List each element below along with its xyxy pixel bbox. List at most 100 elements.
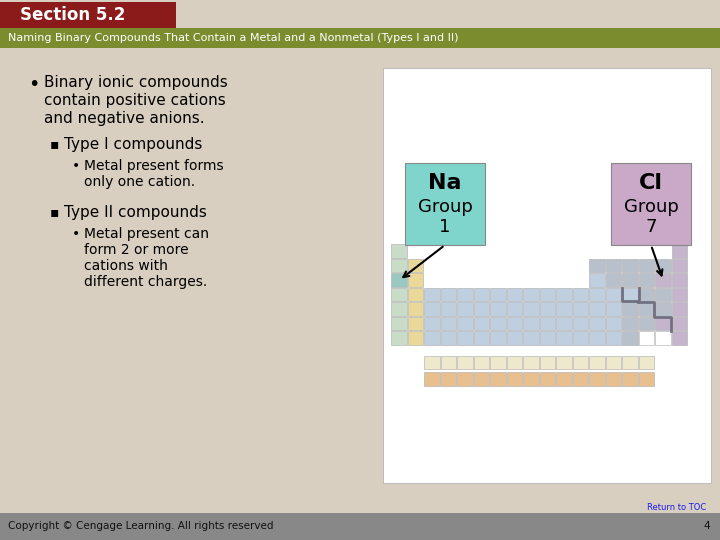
Bar [572, 287, 588, 301]
Bar [474, 355, 489, 369]
Bar [655, 287, 670, 301]
Bar [539, 372, 555, 386]
Text: Metal present can: Metal present can [84, 227, 209, 241]
Bar [506, 287, 522, 301]
Text: Binary ionic compounds: Binary ionic compounds [44, 75, 228, 90]
Bar [490, 287, 505, 301]
Bar [639, 273, 654, 287]
Bar [457, 287, 472, 301]
Bar [556, 302, 572, 315]
Bar [622, 372, 637, 386]
Bar [606, 316, 621, 330]
Bar [639, 331, 654, 345]
Bar [655, 331, 670, 345]
Bar [572, 355, 588, 369]
Bar [408, 259, 423, 272]
Bar [622, 259, 637, 272]
Bar [606, 331, 621, 345]
Bar [556, 331, 572, 345]
Text: 1: 1 [439, 218, 451, 236]
Bar [672, 273, 687, 287]
Bar [424, 316, 439, 330]
Bar [589, 273, 605, 287]
Bar [539, 355, 555, 369]
Text: •: • [72, 159, 80, 173]
Bar [391, 273, 407, 287]
Bar [408, 316, 423, 330]
Bar [490, 372, 505, 386]
Bar [589, 302, 605, 315]
Bar [457, 372, 472, 386]
Text: and negative anions.: and negative anions. [44, 111, 204, 126]
Text: Type II compounds: Type II compounds [64, 205, 207, 220]
Bar [441, 355, 456, 369]
Bar [490, 331, 505, 345]
Bar [383, 68, 711, 483]
Text: •: • [28, 75, 40, 94]
Bar [408, 273, 423, 287]
Bar [391, 316, 407, 330]
Bar [523, 331, 539, 345]
Bar [441, 287, 456, 301]
Bar [424, 355, 439, 369]
Bar [391, 302, 407, 315]
Bar [408, 287, 423, 301]
Bar [639, 372, 654, 386]
Bar [523, 316, 539, 330]
Bar [589, 287, 605, 301]
Bar [424, 287, 439, 301]
Bar [672, 302, 687, 315]
Text: different charges.: different charges. [84, 275, 207, 289]
Text: Type I compounds: Type I compounds [64, 137, 202, 152]
Bar [506, 372, 522, 386]
Bar [408, 302, 423, 315]
Bar [490, 316, 505, 330]
Text: •: • [72, 227, 80, 241]
Bar [672, 259, 687, 272]
Bar [639, 355, 654, 369]
Text: form 2 or more: form 2 or more [84, 243, 189, 257]
Bar [606, 259, 621, 272]
Text: Return to TOC: Return to TOC [647, 503, 706, 512]
Bar [639, 302, 654, 315]
Text: 4: 4 [703, 521, 710, 531]
Bar [0, 2, 16, 28]
Bar [523, 287, 539, 301]
Bar [539, 331, 555, 345]
Bar [622, 331, 637, 345]
Bar [672, 331, 687, 345]
Bar [606, 273, 621, 287]
Bar [622, 273, 637, 287]
Bar [523, 372, 539, 386]
Bar [539, 316, 555, 330]
Bar [606, 372, 621, 386]
Bar [655, 302, 670, 315]
Bar [655, 316, 670, 330]
Bar [556, 372, 572, 386]
Bar [405, 163, 485, 245]
Bar [572, 331, 588, 345]
Bar [441, 302, 456, 315]
Bar [16, 2, 176, 28]
Bar [0, 0, 720, 30]
Bar [506, 302, 522, 315]
Text: Na: Na [428, 173, 462, 193]
Bar [474, 331, 489, 345]
Bar [457, 302, 472, 315]
Text: Group: Group [418, 198, 472, 216]
Bar [655, 273, 670, 287]
Bar [441, 316, 456, 330]
Bar [474, 302, 489, 315]
Bar [457, 331, 472, 345]
Text: only one cation.: only one cation. [84, 175, 195, 189]
Bar [523, 355, 539, 369]
Bar [0, 513, 720, 540]
Bar [391, 259, 407, 272]
Bar [391, 331, 407, 345]
Bar [611, 163, 691, 245]
Bar [424, 302, 439, 315]
Text: Section 5.2: Section 5.2 [20, 6, 125, 24]
Bar [441, 331, 456, 345]
Text: ▪: ▪ [50, 205, 59, 219]
Bar [622, 287, 637, 301]
